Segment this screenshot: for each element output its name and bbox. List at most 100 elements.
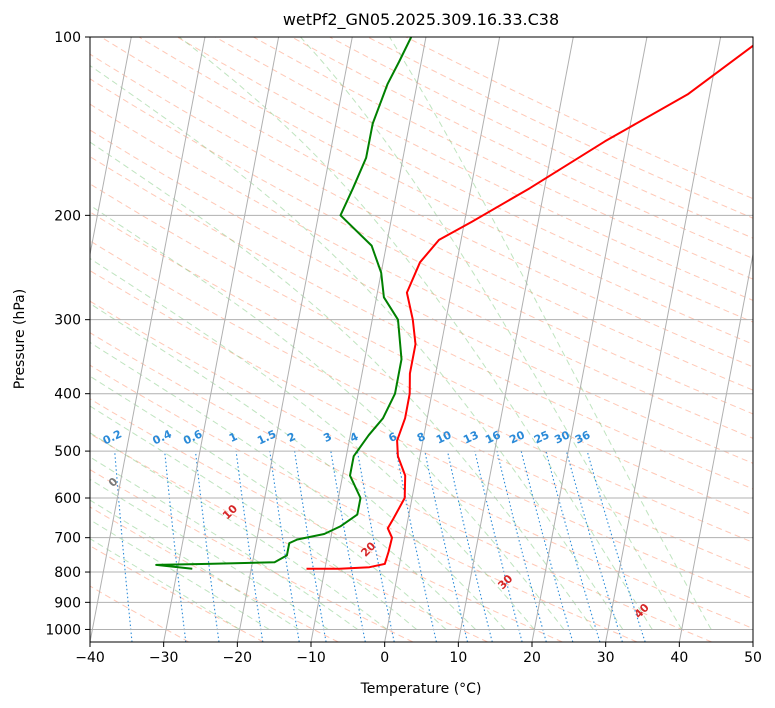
moist-adiabat-line: [90, 519, 270, 630]
plot-frame: [89, 36, 754, 643]
dry-adiabat-line: [90, 433, 488, 642]
dry-adiabat-label: 30: [495, 572, 515, 592]
dry-adiabat-line: [90, 398, 563, 642]
moist-adiabat-line: [90, 405, 417, 630]
moist-adiabat-line: [300, 37, 683, 630]
isotherm-gridline: [310, 37, 427, 642]
moist-adiabat-line: [178, 37, 653, 630]
isotherm-gridline: [531, 37, 648, 642]
isotherm-gridline: [0, 37, 58, 642]
moist-adiabat-line: [90, 538, 240, 630]
x-tick-label: 30: [597, 650, 615, 666]
x-tick-label: −40: [75, 650, 105, 666]
mixing-ratio-label: 36: [573, 428, 593, 446]
moist-adiabat-line: [90, 478, 329, 630]
isotherm-gridline: [90, 37, 206, 642]
x-axis: −40 −30 −20 −10 0 10 20 30 40 50: [75, 642, 762, 666]
moist-adiabat-line: [90, 302, 506, 630]
x-tick-label: −20: [223, 650, 253, 666]
mixing-ratio-line: [520, 450, 574, 642]
moist-adiabat-line: [90, 499, 299, 630]
mixing-ratio-label: 20: [507, 428, 527, 446]
mixing-ratio-label: 25: [532, 428, 551, 446]
mixing-ratio-line: [424, 450, 469, 642]
y-tick-label: 300: [54, 313, 81, 329]
isotherm-gridline: [752, 639, 753, 642]
dry-adiabat-line: [90, 78, 753, 415]
dewpoint-line: [155, 37, 413, 570]
moist-adiabat-line: [90, 64, 624, 630]
dry-adiabat-line: [176, 37, 753, 323]
isotherm-gridline: [384, 37, 501, 642]
mixing-ratio-line: [496, 450, 547, 642]
dry-adiabat-line: [138, 37, 753, 345]
mixing-ratio-label: 3: [321, 430, 333, 445]
mixing-ratio-label: 30: [552, 428, 572, 446]
mixing-ratio-label: 4: [348, 430, 361, 445]
x-tick-label: 20: [523, 650, 541, 666]
dry-adiabat-line: [90, 156, 753, 490]
y-tick-label: 700: [54, 531, 81, 547]
dry-adiabat-label: 0: [106, 475, 121, 490]
mixing-ratio-line: [114, 451, 133, 642]
dry-adiabat-line: [100, 37, 753, 368]
dry-adiabat-line: [90, 332, 712, 642]
mixing-ratio-line: [565, 450, 623, 642]
isopleth-labels: -100-90-80-70-60-50-40-30-20-10010203040…: [101, 427, 652, 621]
dry-adiabat-label: 40: [632, 601, 652, 621]
chart-title: wetPf2_GN05.2025.309.16.33.C38: [283, 10, 559, 30]
y-axis-title: Pressure (hPa): [12, 289, 28, 389]
isotherm-gridline: [605, 37, 722, 642]
moist-adiabat-line: [90, 375, 447, 630]
mixing-ratio-label: 1: [227, 430, 239, 445]
x-tick-label: 50: [744, 650, 762, 666]
dry-adiabat-line: [90, 183, 753, 516]
temperature-line: [306, 44, 753, 570]
x-tick-label: 40: [670, 650, 688, 666]
mixing-ratio-line: [194, 451, 220, 642]
x-tick-label: 10: [449, 650, 467, 666]
moist-adiabat-line: [389, 37, 712, 630]
background-lines: [90, 37, 753, 642]
isotherm-gridline: [678, 251, 753, 642]
dry-adiabat-line: [405, 37, 753, 200]
mixing-ratio-label: 0.4: [151, 427, 174, 447]
dry-adiabat-line: [90, 300, 753, 629]
dry-adiabat-line: [90, 364, 638, 642]
mixing-ratio-line: [269, 451, 300, 642]
dry-adiabat-line: [215, 37, 753, 301]
moist-adiabat-line: [90, 204, 565, 630]
moist-adiabat-line: [90, 341, 476, 630]
mixing-ratio-line: [474, 450, 523, 642]
mixing-ratio-label: 8: [415, 430, 427, 445]
dry-adiabat-line: [90, 240, 753, 571]
mixing-ratio-line: [545, 450, 601, 642]
mixing-ratio-label: 2: [285, 430, 297, 445]
mixing-ratio-label: 13: [461, 428, 480, 446]
series-group: [155, 37, 753, 570]
dry-adiabat-label: 20: [358, 539, 378, 559]
mixing-ratio-label: 10: [434, 428, 454, 446]
mixing-ratio-line: [586, 450, 646, 642]
dry-adiabat-line: [90, 270, 753, 600]
mixing-ratio-label: 16: [483, 428, 503, 446]
mixing-ratio-label: 0.2: [101, 427, 124, 447]
dry-adiabat-line: [90, 129, 753, 464]
y-tick-label: 500: [54, 444, 81, 460]
moist-adiabat-line: [90, 257, 535, 630]
dry-adiabat-line: [90, 585, 190, 642]
y-tick-label: 900: [54, 595, 81, 611]
y-tick-label: 200: [54, 208, 81, 224]
isotherm-gridline: [457, 37, 574, 642]
dry-adiabat-label: 10: [220, 502, 240, 522]
moist-adiabat-line: [90, 456, 358, 630]
dry-adiabat-line: [90, 103, 753, 439]
y-tick-label: 600: [54, 491, 81, 507]
grid: [0, 37, 753, 642]
mixing-ratio-line: [164, 451, 187, 642]
isotherm-gridline: [90, 37, 132, 257]
x-axis-title: Temperature (°C): [360, 681, 482, 697]
x-tick-label: −30: [149, 650, 179, 666]
mixing-ratio-line: [294, 451, 327, 642]
